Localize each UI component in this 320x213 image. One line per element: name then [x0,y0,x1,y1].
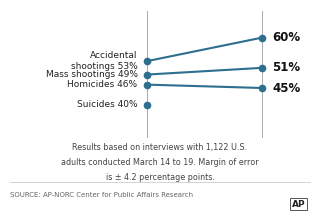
Text: is ± 4.2 percentage points.: is ± 4.2 percentage points. [106,173,214,181]
Text: 60%: 60% [272,31,300,44]
Text: adults conducted March 14 to 19. Margin of error: adults conducted March 14 to 19. Margin … [61,158,259,167]
Text: Homicides 46%: Homicides 46% [68,80,138,89]
Text: SOURCE: AP-NORC Center for Public Affairs Research: SOURCE: AP-NORC Center for Public Affair… [10,192,193,198]
Text: Results based on interviews with 1,122 U.S.: Results based on interviews with 1,122 U… [72,143,248,152]
Text: 51%: 51% [272,61,300,74]
Text: Suicides 40%: Suicides 40% [77,100,138,109]
Text: Accidental
shootings 53%: Accidental shootings 53% [71,51,138,71]
Text: AP: AP [292,200,306,209]
Text: 45%: 45% [272,82,300,95]
Text: Mass shootings 49%: Mass shootings 49% [46,70,138,79]
